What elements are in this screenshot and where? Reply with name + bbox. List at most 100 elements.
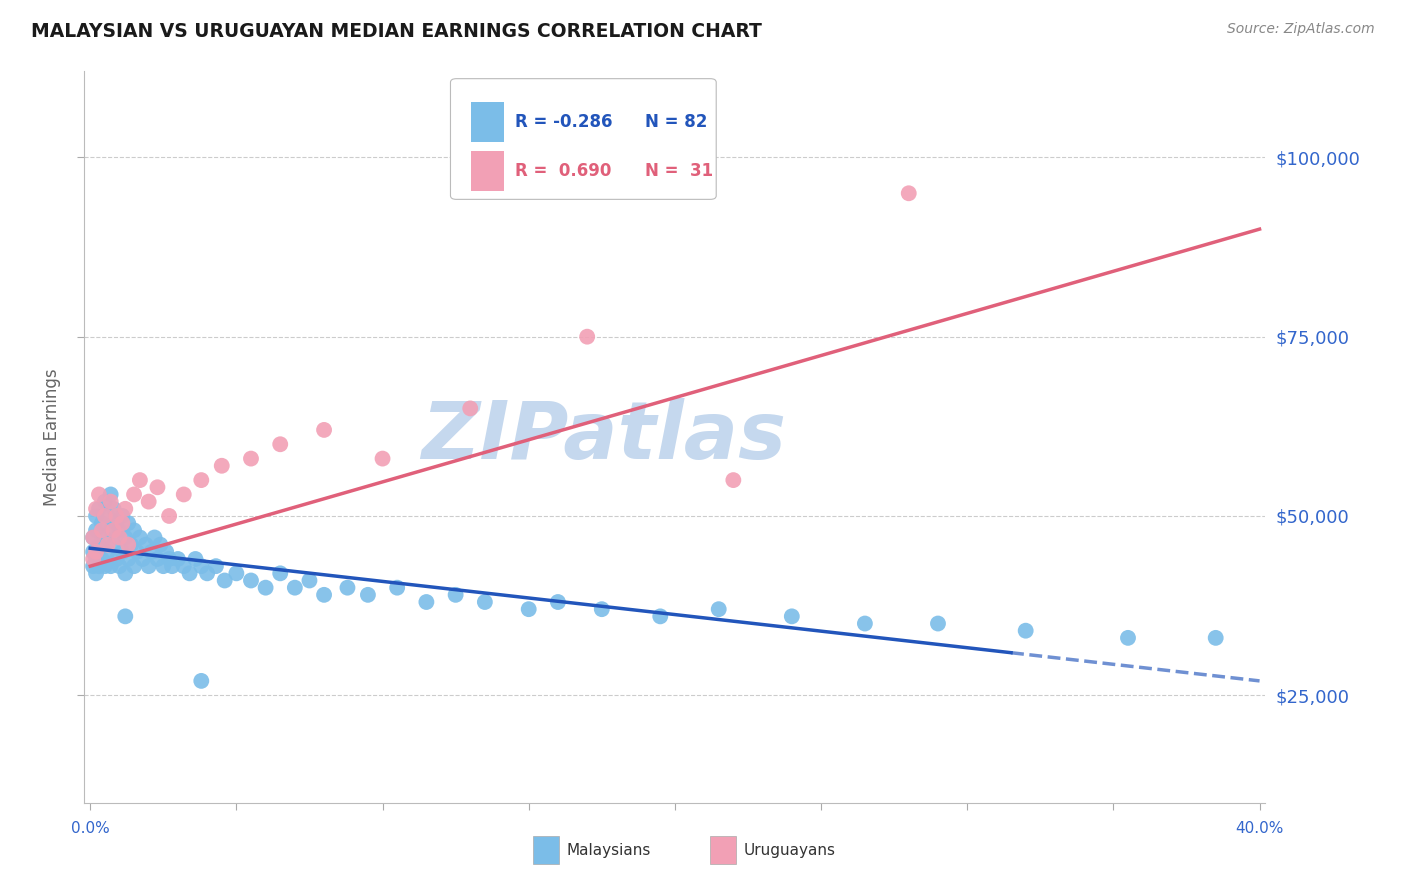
Point: [707, 602, 730, 616]
Point: [84, 552, 107, 566]
Point: [117, 538, 139, 552]
Point: [927, 616, 949, 631]
Point: [146, 480, 169, 494]
FancyBboxPatch shape: [533, 837, 560, 864]
Point: [173, 559, 195, 574]
Point: [155, 545, 177, 559]
Point: [84, 566, 107, 581]
Point: [576, 329, 599, 343]
Point: [173, 487, 195, 501]
Point: [125, 545, 148, 559]
Point: [120, 538, 142, 552]
Point: [122, 524, 145, 538]
Point: [780, 609, 803, 624]
Point: [138, 559, 160, 574]
Point: [298, 574, 321, 588]
Point: [122, 559, 145, 574]
Point: [105, 516, 128, 530]
Point: [111, 516, 134, 530]
Point: [152, 559, 174, 574]
Point: [103, 538, 125, 552]
Point: [853, 616, 876, 631]
Point: [111, 545, 134, 559]
Text: N =  31: N = 31: [645, 161, 713, 180]
Point: [214, 574, 236, 588]
Point: [94, 559, 117, 574]
Point: [357, 588, 380, 602]
Point: [84, 508, 107, 523]
Point: [87, 559, 110, 574]
Point: [100, 494, 122, 508]
Point: [149, 538, 172, 552]
Text: 0.0%: 0.0%: [70, 822, 110, 837]
Point: [114, 609, 136, 624]
Point: [897, 186, 920, 201]
Point: [82, 531, 104, 545]
Point: [190, 559, 212, 574]
Point: [146, 552, 169, 566]
Point: [591, 602, 613, 616]
Point: [94, 494, 117, 508]
FancyBboxPatch shape: [450, 78, 716, 200]
Point: [129, 473, 152, 487]
Point: [1116, 631, 1139, 645]
Text: N = 82: N = 82: [645, 113, 707, 131]
Point: [87, 501, 110, 516]
Point: [100, 487, 122, 501]
Point: [517, 602, 540, 616]
Point: [195, 566, 218, 581]
Point: [211, 458, 233, 473]
Point: [117, 516, 139, 530]
Point: [547, 595, 569, 609]
Point: [284, 581, 307, 595]
Point: [122, 487, 145, 501]
Point: [135, 538, 157, 552]
Point: [184, 552, 207, 566]
Point: [108, 531, 131, 545]
Point: [371, 451, 394, 466]
Point: [143, 531, 166, 545]
Text: Source: ZipAtlas.com: Source: ZipAtlas.com: [1227, 22, 1375, 37]
Point: [132, 552, 155, 566]
Point: [1015, 624, 1038, 638]
Point: [385, 581, 408, 595]
Text: MALAYSIAN VS URUGUAYAN MEDIAN EARNINGS CORRELATION CHART: MALAYSIAN VS URUGUAYAN MEDIAN EARNINGS C…: [31, 22, 762, 41]
Point: [190, 473, 212, 487]
Point: [179, 566, 201, 581]
Point: [336, 581, 359, 595]
Point: [269, 566, 291, 581]
Point: [84, 501, 107, 516]
Point: [87, 538, 110, 552]
Point: [141, 545, 163, 559]
Point: [129, 531, 152, 545]
Point: [1205, 631, 1227, 645]
Point: [84, 524, 107, 538]
Point: [94, 531, 117, 545]
Point: [105, 552, 128, 566]
Point: [225, 566, 247, 581]
Point: [90, 552, 112, 566]
Text: Malaysians: Malaysians: [567, 843, 651, 858]
Point: [138, 494, 160, 508]
Point: [474, 595, 496, 609]
Point: [114, 531, 136, 545]
Point: [269, 437, 291, 451]
Point: [114, 501, 136, 516]
Point: [100, 524, 122, 538]
Point: [105, 508, 128, 523]
Point: [312, 588, 335, 602]
Point: [254, 581, 277, 595]
Point: [160, 559, 183, 574]
Point: [87, 487, 110, 501]
Point: [723, 473, 745, 487]
Text: R = -0.286: R = -0.286: [516, 113, 613, 131]
Point: [117, 552, 139, 566]
Point: [97, 545, 120, 559]
Point: [240, 451, 263, 466]
FancyBboxPatch shape: [471, 102, 503, 142]
Point: [190, 673, 212, 688]
Point: [82, 552, 104, 566]
Point: [90, 524, 112, 538]
Point: [94, 508, 117, 523]
Point: [97, 538, 120, 552]
